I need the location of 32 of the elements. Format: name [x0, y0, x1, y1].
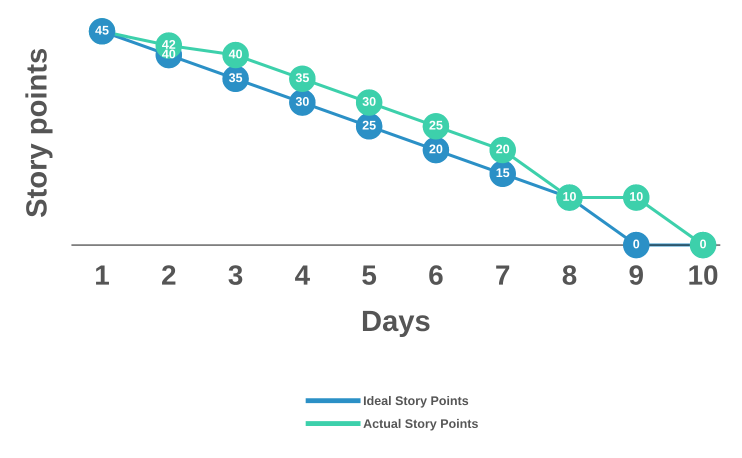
data-label: 30	[362, 97, 376, 106]
data-label: 42	[162, 40, 176, 49]
data-label: 45	[95, 26, 109, 35]
x-tick-label: 10	[689, 265, 718, 285]
x-tick-label: 7	[496, 265, 510, 285]
x-tick-label: 5	[362, 265, 376, 285]
data-label: 0	[700, 240, 706, 248]
point	[623, 232, 650, 258]
x-tick-label: 2	[162, 265, 176, 285]
data-label: 10	[630, 192, 643, 201]
data-label: 35	[296, 73, 309, 82]
data-label: 35	[228, 73, 242, 82]
data-label: 25	[429, 120, 443, 130]
data-label: 40	[228, 50, 242, 58]
y-axis-title: Story points	[25, 48, 53, 218]
data-label: 15	[496, 168, 510, 178]
data-label: 40	[162, 50, 176, 58]
x-tick-label: 1	[96, 265, 109, 285]
data-label: 20	[496, 144, 510, 154]
data-label: 30	[296, 97, 309, 106]
legend-label: Ideal Story Points	[364, 396, 468, 408]
x-tick-label: 6	[429, 265, 443, 285]
x-tick-label: 8	[562, 265, 576, 285]
x-axis-title: Days	[362, 310, 430, 337]
data-label: 0	[633, 240, 640, 248]
data-label: 25	[362, 120, 376, 130]
data-label: 20	[429, 144, 442, 154]
data-label: 10	[563, 192, 576, 201]
x-tick-label: 9	[630, 265, 643, 285]
legend-label: Actual Story Points	[363, 418, 478, 431]
x-tick-label: 4	[295, 265, 310, 285]
x-tick-label: 3	[228, 265, 242, 285]
